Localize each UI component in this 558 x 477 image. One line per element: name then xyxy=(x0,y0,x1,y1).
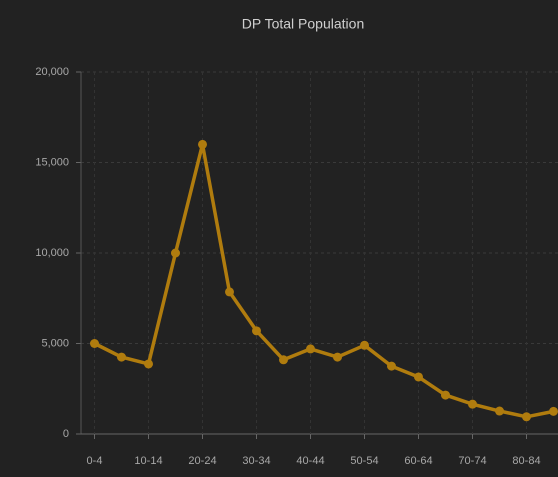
x-tick-label: 70-74 xyxy=(458,455,486,467)
data-point xyxy=(252,326,261,336)
data-point xyxy=(306,344,315,354)
y-tick-label: 10,000 xyxy=(35,247,69,259)
data-point xyxy=(171,248,180,258)
x-tick-label: 0-4 xyxy=(87,455,103,467)
x-tick-label: 80-84 xyxy=(512,455,540,467)
y-tick-label: 15,000 xyxy=(35,156,69,168)
data-point xyxy=(522,412,531,422)
x-tick-label: 40-44 xyxy=(296,455,324,467)
x-tick-label: 10-14 xyxy=(134,455,162,467)
y-tick-label: 0 xyxy=(63,428,69,440)
data-point xyxy=(468,399,477,409)
data-point xyxy=(333,352,342,362)
y-tick-label: 5,000 xyxy=(41,337,69,349)
data-point xyxy=(414,372,423,382)
x-tick-label: 20-24 xyxy=(188,455,216,467)
data-point xyxy=(198,139,207,149)
data-point xyxy=(495,406,504,416)
series-line xyxy=(93,142,554,419)
data-point xyxy=(117,352,126,362)
data-point xyxy=(387,361,396,371)
data-point xyxy=(144,359,153,369)
x-tick-label: 50-54 xyxy=(350,455,378,467)
y-tick-label: 20,000 xyxy=(35,66,69,78)
chart-title: DP Total Population xyxy=(242,16,364,32)
data-point xyxy=(549,406,558,416)
x-tick-label: 60-64 xyxy=(404,455,432,467)
data-point xyxy=(360,340,369,350)
data-point xyxy=(90,339,99,348)
data-point xyxy=(441,390,450,400)
data-point xyxy=(279,355,288,365)
x-tick-label: 30-34 xyxy=(242,455,270,467)
data-point xyxy=(225,287,234,297)
